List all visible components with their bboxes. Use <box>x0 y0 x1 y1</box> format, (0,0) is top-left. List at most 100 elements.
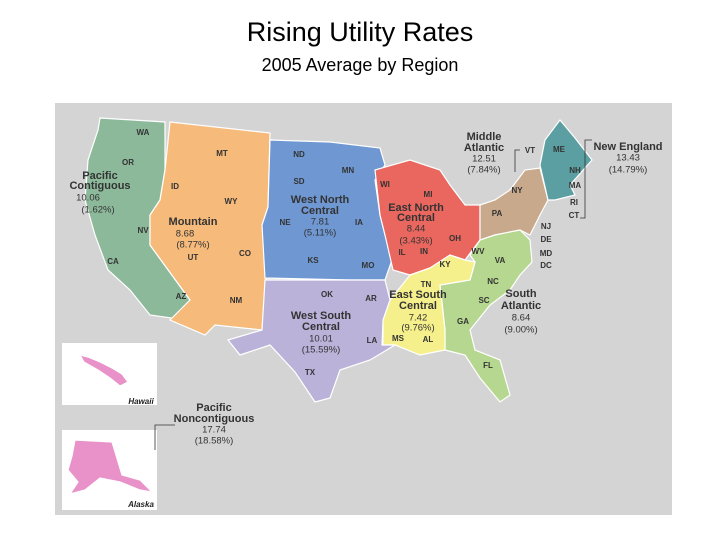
state-label: MN <box>342 166 355 175</box>
state-label: AR <box>365 294 377 303</box>
state-label: NY <box>511 186 523 195</box>
state-label: SD <box>293 177 304 186</box>
region-name: West South <box>291 310 352 322</box>
state-label: CO <box>239 249 251 258</box>
state-label: UT <box>188 253 199 262</box>
state-label: TX <box>305 368 316 377</box>
state-label: CA <box>107 257 119 266</box>
state-label: MD <box>540 249 553 258</box>
state-label: CT <box>569 211 580 220</box>
state-label: NV <box>137 226 149 235</box>
region-name: Pacific <box>196 402 231 414</box>
region-change: (8.77%) <box>176 240 209 251</box>
region-name: East North <box>388 202 444 214</box>
state-label: WY <box>225 197 239 206</box>
state-label: FL <box>483 361 493 370</box>
state-label: IA <box>355 218 363 227</box>
region-name: New England <box>593 141 662 153</box>
region-name: Middle <box>467 131 502 143</box>
leader-lines <box>154 139 592 450</box>
region-change: (1.62%) <box>81 205 114 216</box>
state-label: OH <box>449 234 461 243</box>
region-value: 13.43 <box>616 153 640 164</box>
state-label: IL <box>398 248 405 257</box>
region-value: 8.64 <box>512 313 531 324</box>
region-value: 7.81 <box>311 217 330 228</box>
state-label: TN <box>421 280 432 289</box>
state-label: AL <box>423 335 434 344</box>
region-change: (9.76%) <box>401 323 434 334</box>
state-label: NJ <box>541 222 551 231</box>
state-label: MI <box>424 190 433 199</box>
region-name: South <box>505 288 536 300</box>
region-name: Atlantic <box>501 300 541 312</box>
state-labels: WA OR CA MT ID WY NV UT CO AZ NM ND SD M… <box>107 128 581 377</box>
region-change: (9.00%) <box>504 325 537 336</box>
state-label: MT <box>216 149 228 158</box>
state-label: NE <box>279 218 291 227</box>
region-name: Central <box>397 212 435 224</box>
state-label: MS <box>392 334 405 343</box>
region-name: Contiguous <box>69 180 130 192</box>
leader-line <box>514 149 520 172</box>
region-value: 10.01 <box>309 334 333 345</box>
region-name: Central <box>301 205 339 217</box>
region-value: 10.06 <box>76 193 100 204</box>
region-value: 7.42 <box>409 313 428 324</box>
state-label: WI <box>380 180 390 189</box>
state-label: OR <box>122 158 134 167</box>
title: Rising Utility Rates <box>247 17 474 47</box>
state-label: RI <box>570 198 578 207</box>
region-change: (15.59%) <box>302 345 341 356</box>
state-label: IN <box>420 247 428 256</box>
region-name: Pacific <box>82 170 117 182</box>
region-value: 17.74 <box>202 425 226 436</box>
state-label: PA <box>492 209 503 218</box>
leader-line <box>580 139 592 219</box>
state-label: ME <box>553 145 566 154</box>
state-label: VT <box>525 146 535 155</box>
state-label: NM <box>230 296 243 305</box>
region-name: East South <box>389 289 447 301</box>
state-label: LA <box>367 336 378 345</box>
state-label: ND <box>293 150 305 159</box>
state-label: WA <box>137 128 150 137</box>
state-label: DC <box>540 261 552 270</box>
region-name: Central <box>399 300 437 312</box>
state-label: AZ <box>176 292 187 301</box>
region-shape <box>226 279 398 403</box>
region-name: Mountain <box>169 216 218 228</box>
region-shape <box>539 119 593 201</box>
inset-label: Hawaii <box>128 397 154 406</box>
region-change: (3.43%) <box>399 236 432 247</box>
region-name: Central <box>302 321 340 333</box>
map <box>84 117 593 403</box>
state-label: OK <box>321 290 333 299</box>
state-label: DE <box>540 235 552 244</box>
region-change: (7.84%) <box>467 165 500 176</box>
subtitle: 2005 Average by Region <box>262 55 459 75</box>
inset-label: Alaska <box>127 500 154 509</box>
state-label: VA <box>495 256 506 265</box>
state-label: GA <box>457 317 469 326</box>
state-label: MA <box>569 181 582 190</box>
region-value: 12.51 <box>472 154 496 165</box>
region-value: 8.44 <box>407 224 426 235</box>
region-value: 8.68 <box>176 229 195 240</box>
region-name: Noncontiguous <box>174 413 255 425</box>
state-label: SC <box>478 296 489 305</box>
leader-line <box>154 424 175 450</box>
region-change: (14.79%) <box>609 165 648 176</box>
region-change: (5.11%) <box>304 228 337 239</box>
region-name: Atlantic <box>464 142 504 154</box>
state-label: KS <box>307 256 319 265</box>
state-label: MO <box>362 261 375 270</box>
state-label: KY <box>439 260 451 269</box>
region-shape <box>78 354 129 387</box>
region-name: West North <box>291 194 350 206</box>
region-change: (18.58%) <box>195 436 234 447</box>
region-shape <box>67 439 154 495</box>
state-label: WV <box>472 247 486 256</box>
state-label: NC <box>487 277 499 286</box>
